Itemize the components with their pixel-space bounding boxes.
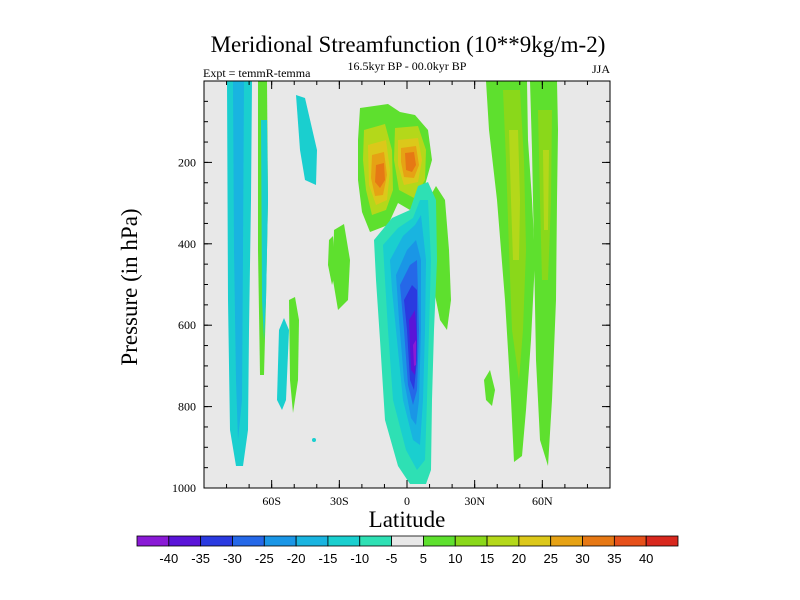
upper-positive-core-max-2 (405, 152, 416, 172)
southern-positive-band (289, 297, 299, 413)
colorbar-swatch (518, 535, 552, 547)
colorbar-label: -10 (350, 551, 369, 566)
colorbar-swatch (550, 535, 583, 547)
y-tick-label: 1000 (172, 481, 196, 495)
colorbar-swatch (613, 535, 647, 547)
y-axis-ticks: 200 400 600 800 1000 (172, 155, 610, 495)
y-tick-label: 400 (178, 237, 196, 251)
right-label: JJA (592, 62, 610, 76)
colorbar-swatch (136, 535, 170, 547)
colorbar-label: 5 (420, 551, 427, 566)
small-positive-blob-1 (333, 224, 350, 310)
x-tick-label: 60S (262, 494, 281, 508)
nh-positive-band-east-core (543, 150, 549, 230)
subtropical-positive-patch (484, 370, 495, 406)
colorbar-swatch (582, 535, 615, 547)
colorbar-swatch (232, 535, 265, 547)
upper-positive-column (296, 95, 317, 185)
colorbar-label: 20 (512, 551, 526, 566)
colorbar-label: -15 (319, 551, 338, 566)
colorbar-label: -30 (223, 551, 242, 566)
chart-title: Meridional Streamfunction (10**9kg/m-2) (211, 32, 606, 57)
x-axis-label: Latitude (369, 507, 446, 532)
colorbar-swatch (423, 535, 456, 547)
x-tick-label: 30N (464, 494, 485, 508)
colorbar-label: 30 (575, 551, 589, 566)
x-tick-label: 0 (404, 494, 410, 508)
colorbar-swatch (327, 535, 361, 547)
colorbar-label: 40 (639, 551, 653, 566)
chart-subtitle: 16.5kyr BP - 00.0kyr BP (348, 59, 467, 73)
small-positive-blob-2 (328, 236, 336, 285)
small-negative-dot (312, 438, 316, 442)
colorbar-label: -5 (386, 551, 398, 566)
y-tick-label: 600 (178, 318, 196, 332)
upper-positive-core-max-1 (375, 163, 385, 188)
colorbar-swatch (295, 535, 329, 547)
x-axis-ticks: 60S 30S 0 30N 60N (262, 81, 553, 508)
y-tick-label: 200 (178, 155, 196, 169)
colorbar-swatch (168, 535, 202, 547)
colorbar-swatch (263, 535, 297, 547)
colorbar-swatch (486, 535, 520, 547)
minor-ticks (203, 80, 611, 489)
colorbar-label: 25 (543, 551, 557, 566)
colorbar-swatch (645, 535, 679, 547)
colorbar-label: -35 (191, 551, 210, 566)
colorbar-swatch (391, 535, 424, 547)
colorbar-swatch (359, 535, 392, 547)
x-tick-label: 30S (330, 494, 349, 508)
left-label: Expt = temmR-temma (203, 66, 311, 80)
colorbar-label: 15 (480, 551, 494, 566)
colorbar-label: -40 (159, 551, 178, 566)
colorbar-label: -25 (255, 551, 274, 566)
colorbar-label: -20 (287, 551, 306, 566)
y-tick-label: 800 (178, 400, 196, 414)
colorbar-label: 10 (448, 551, 462, 566)
southern-negative-column (261, 120, 268, 340)
colorbar-swatch (200, 535, 233, 547)
sh-polar-negative-core (233, 81, 244, 440)
nh-positive-band-core (509, 130, 520, 260)
colorbar-swatch (454, 535, 488, 547)
colorbar-labels: -40 -35 -30 -25 -20 -15 -10 -5 5 10 15 20 25 30 35 40 (159, 551, 653, 566)
y-axis-label: Pressure (in hPa) (117, 208, 142, 365)
colorbar (136, 535, 679, 547)
equatorial-negative-core-max (413, 340, 416, 366)
x-tick-label: 60N (532, 494, 553, 508)
subtropical-negative-patch (277, 318, 289, 410)
colorbar-label: 35 (607, 551, 621, 566)
contour-fields (227, 81, 558, 484)
